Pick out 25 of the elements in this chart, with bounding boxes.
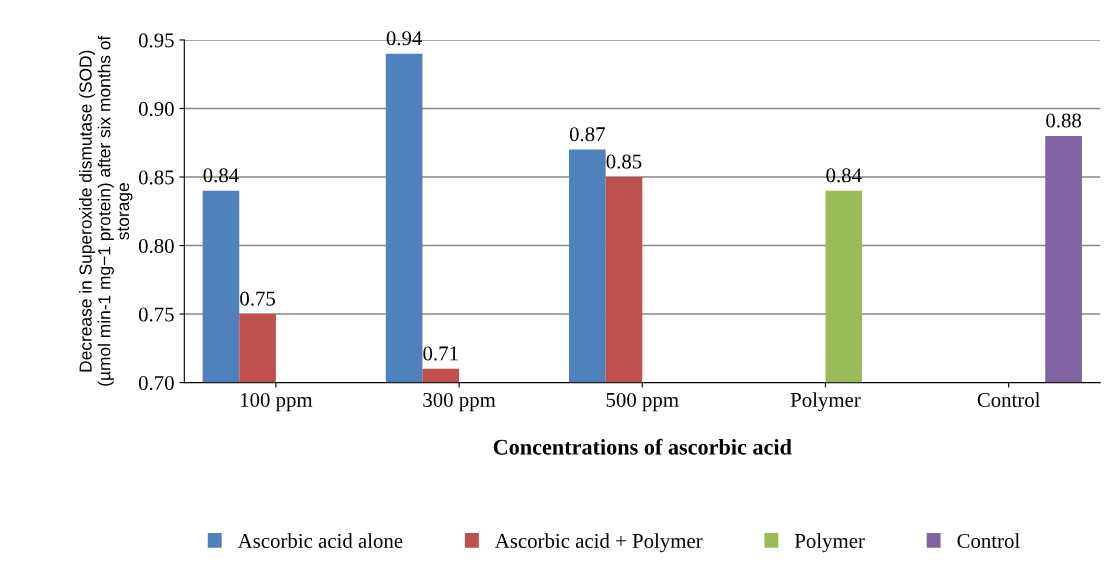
legend-label: Ascorbic acid + Polymer [494,533,703,553]
data-label: 0.88 [1046,113,1082,128]
y-tick-label: 0.75 [138,307,174,322]
y-axis-title: Decrease in Superoxide dismutase (SOD) (µmol min-1 mg−1 protein) after six months of storage [78,35,133,386]
x-tick-label: Polymer [790,392,861,412]
y-tick-label: 0.95 [138,33,174,48]
x-tick-label: Control [977,392,1041,407]
data-label: 0.85 [606,154,642,169]
legend-label: Ascorbic acid alone [237,533,403,548]
y-tick-label: 0.80 [138,238,174,254]
x-tick-label: 500 ppm [606,392,679,412]
legend-label: Polymer [794,533,865,553]
x-axis-title: Concentrations of ascorbic acid [493,438,792,455]
data-label: 0.75 [240,291,275,306]
y-tick-label: 0.85 [138,170,174,185]
legend-label: Control [957,533,1020,548]
y-tick-label: 0.70 [138,375,174,391]
data-label: 0.87 [569,127,605,142]
data-label: 0.84 [826,168,862,183]
y-tick-label: 0.90 [138,101,174,117]
x-tick-label: 100 ppm [240,392,313,412]
data-label: 0.84 [203,168,239,183]
data-label: 0.94 [386,31,423,46]
x-tick-label: 300 ppm [423,392,496,412]
data-label: 0.71 [423,346,458,361]
